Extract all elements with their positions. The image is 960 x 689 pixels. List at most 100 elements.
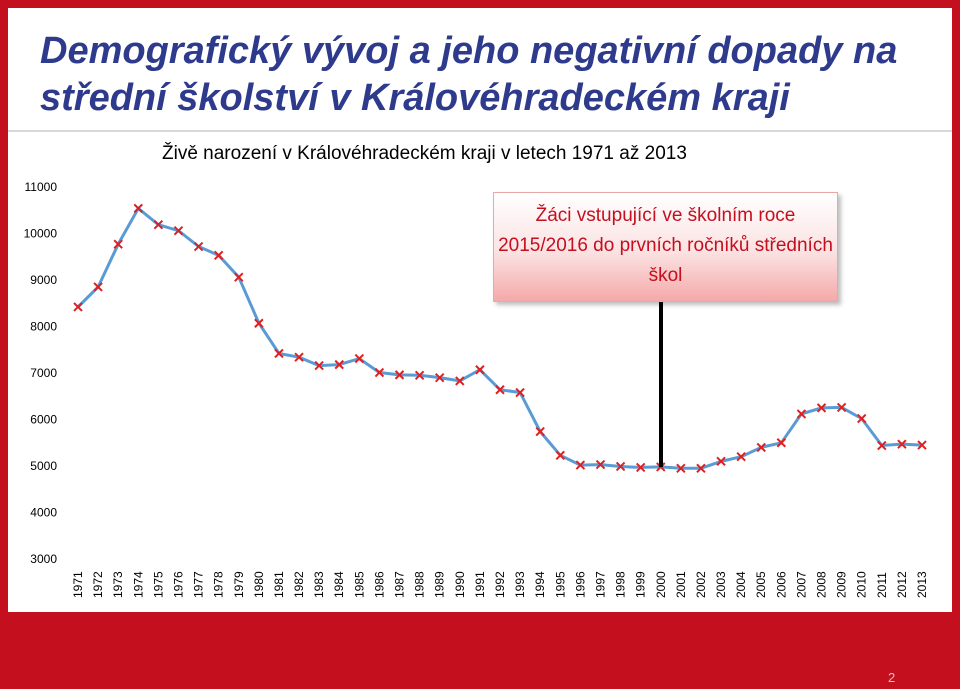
x-tick-label: 1995 — [553, 571, 567, 598]
y-tick-label: 3000 — [30, 552, 57, 566]
callout-box: Žáci vstupující ve školním roce 2015/201… — [493, 192, 838, 302]
data-point — [435, 372, 445, 383]
x-tick-label: 2001 — [674, 571, 688, 598]
data-point — [73, 302, 83, 312]
y-axis: 3000 4000 5000 6000 7000 8000 9000 10000 11000 — [24, 180, 58, 566]
data-point — [897, 439, 907, 449]
data-point — [495, 385, 505, 395]
x-tick-label: 1973 — [111, 571, 125, 598]
x-tick-label: 1978 — [212, 571, 226, 598]
data-point — [595, 459, 606, 470]
x-tick-label: 1974 — [131, 571, 145, 598]
x-tick-label: 1994 — [533, 571, 547, 598]
x-tick-label: 1987 — [393, 571, 407, 598]
x-tick-label: 1988 — [413, 571, 427, 598]
x-tick-label: 1989 — [433, 571, 447, 598]
data-point — [836, 402, 847, 413]
data-point — [374, 367, 385, 378]
x-tick-label: 1998 — [614, 571, 628, 598]
x-tick-label: 2008 — [815, 571, 829, 598]
y-tick-label: 11000 — [25, 180, 58, 194]
line-chart: 3000 4000 5000 6000 7000 8000 9000 10000 11000 1… — [24, 180, 929, 598]
data-point — [294, 352, 304, 362]
x-tick-label: 2005 — [754, 571, 768, 598]
x-tick-label: 1977 — [192, 571, 206, 598]
title-divider — [8, 130, 952, 132]
data-point — [656, 462, 666, 472]
x-tick-label: 2000 — [654, 571, 668, 598]
x-tick-label: 1983 — [312, 571, 326, 598]
x-tick-label: 2009 — [835, 571, 849, 598]
x-tick-label: 2010 — [855, 571, 869, 598]
slide-border-right — [952, 0, 960, 612]
x-tick-label: 2004 — [734, 571, 748, 598]
data-point — [354, 353, 365, 364]
data-point — [736, 451, 746, 462]
x-tick-label: 2006 — [774, 571, 788, 598]
data-point — [213, 250, 224, 261]
slide-border-top — [0, 0, 960, 8]
x-tick-label: 1999 — [634, 571, 648, 598]
y-tick-label: 10000 — [24, 227, 58, 241]
x-tick-label: 2002 — [694, 571, 708, 598]
x-tick-label: 1996 — [573, 571, 587, 598]
slide-title: Demografický vývoj a jeho negativní dopa… — [40, 30, 898, 119]
data-point — [676, 463, 686, 474]
data-point — [173, 226, 184, 236]
data-point — [314, 360, 324, 371]
x-tick-label: 1990 — [453, 571, 467, 598]
data-point — [696, 463, 706, 474]
data-point — [254, 318, 264, 328]
x-tick-label: 1981 — [272, 571, 286, 598]
x-tick-label: 1984 — [332, 571, 346, 598]
y-tick-label: 8000 — [30, 320, 57, 334]
data-point — [234, 272, 244, 282]
x-tick-label: 1993 — [513, 571, 527, 598]
data-point — [274, 348, 284, 359]
x-tick-label: 2007 — [794, 571, 808, 598]
x-tick-label: 1972 — [91, 571, 105, 598]
chart-title: Živě narození v Královéhradeckém kraji v… — [162, 143, 687, 164]
x-axis: 1971 1972 1973 1974 1975 1976 1977 1978 1979 1980… — [71, 571, 929, 598]
y-tick-label: 7000 — [30, 366, 57, 380]
callout-text: Žáci vstupující ve školním roce 2015/201… — [498, 205, 833, 286]
x-tick-label: 2012 — [895, 571, 909, 598]
data-point — [193, 241, 204, 252]
data-point — [716, 456, 726, 467]
slide-border-left — [0, 0, 8, 612]
data-point — [575, 460, 586, 470]
y-tick-label: 9000 — [30, 273, 57, 287]
x-tick-label: 1986 — [372, 571, 386, 598]
x-tick-label: 2013 — [915, 571, 929, 598]
x-tick-label: 2011 — [875, 572, 889, 598]
data-point — [796, 409, 807, 419]
x-tick-label: 1975 — [151, 571, 165, 598]
data-point — [635, 462, 646, 473]
x-tick-label: 1980 — [252, 571, 266, 598]
data-point — [776, 438, 787, 448]
data-point — [816, 403, 827, 413]
marker-line-2000 — [658, 300, 663, 467]
data-point — [756, 442, 766, 453]
y-tick-label: 6000 — [30, 413, 57, 427]
x-tick-label: 1971 — [71, 571, 85, 598]
data-point — [615, 461, 626, 472]
x-tick-label: 1985 — [352, 571, 366, 598]
data-point — [877, 440, 887, 451]
data-point — [535, 426, 545, 437]
data-point — [334, 359, 344, 370]
data-point — [113, 239, 123, 249]
x-tick-label: 1997 — [593, 571, 607, 598]
series-markers — [73, 203, 927, 474]
x-tick-label: 2003 — [714, 571, 728, 598]
x-tick-label: 1991 — [473, 571, 487, 598]
x-tick-label: 1976 — [171, 571, 185, 598]
data-point — [153, 219, 164, 230]
x-tick-label: 1979 — [232, 571, 246, 598]
x-tick-label: 1982 — [292, 571, 306, 598]
data-point — [414, 370, 425, 381]
data-point — [917, 440, 927, 450]
data-point — [133, 203, 143, 214]
page-number: 2 — [888, 670, 896, 685]
